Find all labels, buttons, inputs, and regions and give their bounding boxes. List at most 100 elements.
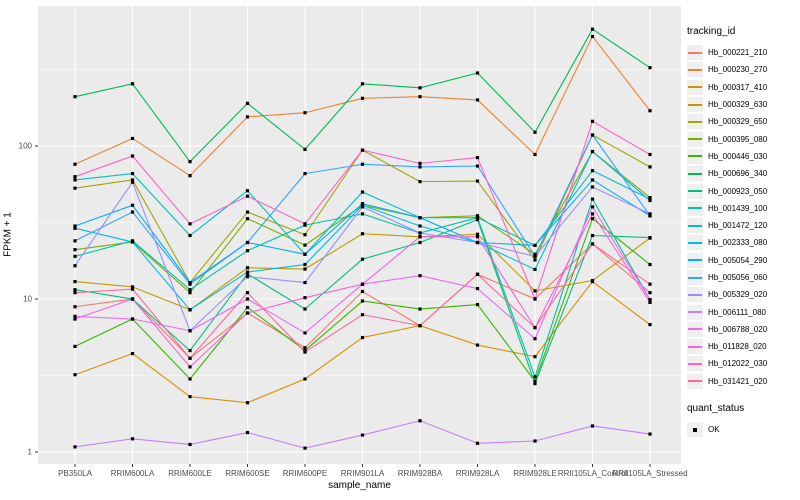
legend-key-point [693,427,697,432]
legend-key-color [688,138,702,141]
legend-entry-Hb_000221_210: Hb_000221_210 [687,44,799,61]
data-point [73,224,77,228]
data-point [475,302,480,307]
x-tick-label: RRII105LA_Control [558,469,628,478]
data-point [73,95,77,99]
data-point [533,130,537,134]
data-point [475,164,480,168]
data-point [533,258,537,262]
data-point [590,242,595,246]
legend: tracking_id Hb_000221_210 Hb_000230_270 Hb… [687,26,799,438]
legend-key-color [688,328,702,331]
data-point [533,297,537,301]
x-tick-label: RRIM600PE [283,469,327,478]
legend-entry-Hb_000446_030: Hb_000446_030 [687,148,799,165]
data-point [533,326,537,330]
data-point [648,298,652,302]
legend-key-line-icon [687,114,703,130]
data-point [360,162,365,166]
data-point [130,210,135,214]
data-point [360,313,365,317]
data-point [533,379,537,383]
data-point [188,291,192,295]
data-point [533,243,537,248]
data-point [418,235,422,239]
data-point [475,155,480,160]
data-point [418,419,422,423]
data-point [648,323,652,327]
y-tick-label: 1 [28,448,33,457]
legend-entry-label: Hb_001439_100 [708,203,768,213]
data-point [475,214,480,218]
legend-key-line-icon [687,356,703,372]
data-point [303,331,307,335]
legend-key-color [688,224,702,227]
legend-key-line-icon [687,45,703,61]
legend-key-line-icon [687,270,703,285]
data-point [360,203,365,207]
data-point [303,296,307,300]
x-tick-label: RRIM600LA [111,469,155,478]
data-point [245,430,250,435]
data-point [303,267,307,271]
black-square-point-icon [687,422,703,438]
data-point [130,437,135,441]
data-point [73,305,77,309]
legend-entries: Hb_000221_210 Hb_000230_270 Hb_000317_410 H… [687,44,799,390]
legend-entry-label: Hb_006111_080 [708,307,766,317]
x-tick-label: RRIM928LE [513,469,557,478]
data-point [73,254,77,258]
data-point [648,300,652,305]
data-point [648,432,652,436]
legend-entry-Hb_000923_050: Hb_000923_050 [687,182,799,199]
data-point [475,272,480,276]
data-point [418,165,422,169]
data-point [303,377,307,381]
data-point [418,231,422,235]
data-point [130,180,135,184]
data-point [475,71,480,75]
data-point [360,299,365,303]
legend-entry-Hb_000329_650: Hb_000329_650 [687,113,799,130]
legend-entry-Hb_031421_020: Hb_031421_020 [687,373,799,390]
data-point [245,291,250,295]
data-point [475,240,480,245]
data-point [303,350,307,354]
data-point [360,433,365,437]
data-point [475,441,480,445]
data-point [303,233,307,237]
data-point [303,446,307,450]
legend-key-line-icon [687,200,703,216]
data-point [130,297,135,301]
data-point [245,272,250,276]
data-point [418,274,422,278]
legend-key-line-icon [687,287,703,303]
x-tick-label: PB350LA [58,469,92,478]
data-point [418,224,422,228]
data-point [648,165,652,169]
legend-key-line-icon [687,321,703,337]
data-point [130,82,135,86]
data-point [648,109,652,113]
data-point [590,212,595,216]
legend-key-color [688,380,702,383]
data-point [188,233,192,238]
data-point [245,115,250,119]
data-point [475,286,480,291]
legend-key-line-icon [687,304,703,320]
data-point [303,243,307,247]
legend-key-color [688,155,702,158]
data-point [188,160,192,164]
legend-entry-label: Hb_000329_650 [708,117,768,127]
data-point [590,233,595,238]
legend-key-line-icon [687,148,703,164]
legend-quant-block: quant_status OK [687,403,799,438]
data-point [590,27,595,31]
legend-key-color [688,207,702,210]
legend-entry-Hb_012022_030: Hb_012022_030 [687,355,799,372]
data-point [303,280,307,285]
data-point [130,154,135,158]
data-point [188,288,192,292]
legend-key-color [688,120,702,123]
data-point [245,217,250,221]
